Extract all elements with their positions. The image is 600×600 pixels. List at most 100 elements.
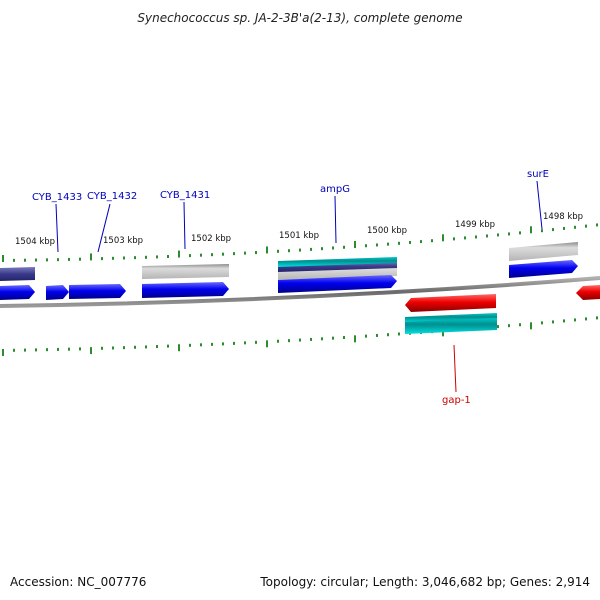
inner-tick-minor [497,325,499,329]
outer-tick-minor [431,239,433,243]
repeat-region-left [0,267,35,281]
cds-arrow-ampg [278,275,397,293]
inner-tick-minor [310,337,312,341]
outer-tick-major [90,253,92,261]
inner-tick-minor [519,323,521,327]
cds-arrow-cyb1433 [46,285,69,300]
outer-tick-minor [167,255,169,259]
leader-cyb1431 [183,201,186,250]
inner-tick-minor [343,336,345,340]
outer-tick-major [530,226,532,234]
tick-label-1504kbp: 1504 kbp [15,237,55,247]
gene-label-gap1: gap-1 [442,395,471,406]
outer-tick-minor [200,253,202,257]
outer-tick-minor [464,236,466,240]
inner-tick-minor [321,337,323,341]
inner-tick-minor [244,341,246,345]
outer-tick-ring [2,223,598,262]
inner-tick-minor [332,336,334,340]
outer-tick-minor [35,258,37,262]
inner-tick-minor [112,346,114,350]
outer-tick-minor [112,256,114,260]
inner-tick-major [442,329,444,337]
label-leaders [55,180,543,393]
outer-tick-minor [519,231,521,235]
map-title: Synechococcus sp. JA-2-3B'a(2-13), compl… [137,11,462,25]
genome-backbone [0,276,600,308]
inner-tick-minor [508,324,510,328]
outer-tick-minor [57,258,59,262]
inner-tick-ring [2,316,598,356]
cds-arrow-left-edge [0,285,35,300]
inner-tick-minor [288,339,290,343]
outer-tick-minor [13,258,15,262]
outer-tick-major [266,246,268,254]
inner-tick-major [530,322,532,330]
inner-tick-minor [24,348,26,352]
outer-tick-minor [123,256,125,260]
gene-label-cyb1431: CYB_1431 [160,190,210,201]
outer-tick-minor [189,254,191,258]
accession-text: Accession: NC_007776 [10,575,146,589]
gene-label-cyb1433: CYB_1433 [32,192,82,203]
outer-tick-minor [211,253,213,257]
inner-tick-minor [552,320,554,324]
tick-label-1500kbp: 1500 kbp [367,226,407,236]
outer-tick-minor [486,234,488,238]
outer-tick-minor [475,235,477,239]
outer-tick-minor [255,251,257,255]
gene-label-sure: surE [527,169,549,180]
outer-tick-minor [376,243,378,247]
inner-tick-minor [398,332,400,336]
inner-tick-minor [46,348,48,352]
misc-feature-layer [278,257,397,267]
inner-tick-minor [233,341,235,345]
outer-tick-minor [68,257,70,261]
outer-tick-major [2,254,4,262]
outer-tick-minor [574,225,576,229]
tick-label-1499kbp: 1499 kbp [455,220,495,230]
outer-tick-minor [79,257,81,261]
cds-arrow-right-edge [576,285,600,300]
inner-tick-minor [574,318,576,322]
inner-tick-minor [541,321,543,325]
inner-tick-minor [134,345,136,349]
genome-summary-text: Topology: circular; Length: 3,046,682 bp… [259,575,590,589]
outer-tick-minor [310,247,312,251]
cds-arrow-sure [509,260,578,278]
tick-labels: 1504 kbp 1503 kbp 1502 kbp 1501 kbp 1500… [15,212,583,247]
inner-tick-minor [79,347,81,351]
gene-layer [142,242,578,280]
gene-label-cyb1432: CYB_1432 [87,191,137,202]
tick-label-1498kbp: 1498 kbp [543,212,583,222]
gene-bar-gap1 [405,318,497,334]
inner-tick-minor [596,316,598,320]
leader-cyb1433 [55,203,59,253]
outer-tick-minor [387,242,389,246]
cds-arrow-gap1 [405,294,496,312]
outer-tick-minor [299,248,301,252]
inner-tick-major [354,335,356,343]
inner-tick-minor [101,346,103,350]
outer-tick-minor [497,233,499,237]
tick-label-1501kbp: 1501 kbp [279,231,319,241]
inner-tick-minor [35,348,37,352]
outer-tick-minor [321,247,323,251]
inner-tick-minor [585,317,587,321]
outer-tick-minor [101,257,103,261]
outer-tick-minor [508,232,510,236]
inner-tick-major [266,340,268,348]
leader-ampg [334,195,337,244]
inner-tick-minor [277,339,279,343]
outer-tick-minor [409,240,411,244]
outer-tick-minor [288,249,290,253]
tick-label-1503kbp: 1503 kbp [103,236,143,246]
outer-tick-minor [420,240,422,244]
inner-tick-minor [123,346,125,350]
reverse-cds-layer [405,285,600,312]
outer-tick-minor [156,255,158,259]
inner-tick-major [178,344,180,352]
outer-tick-minor [541,229,543,233]
outer-tick-minor [552,228,554,232]
